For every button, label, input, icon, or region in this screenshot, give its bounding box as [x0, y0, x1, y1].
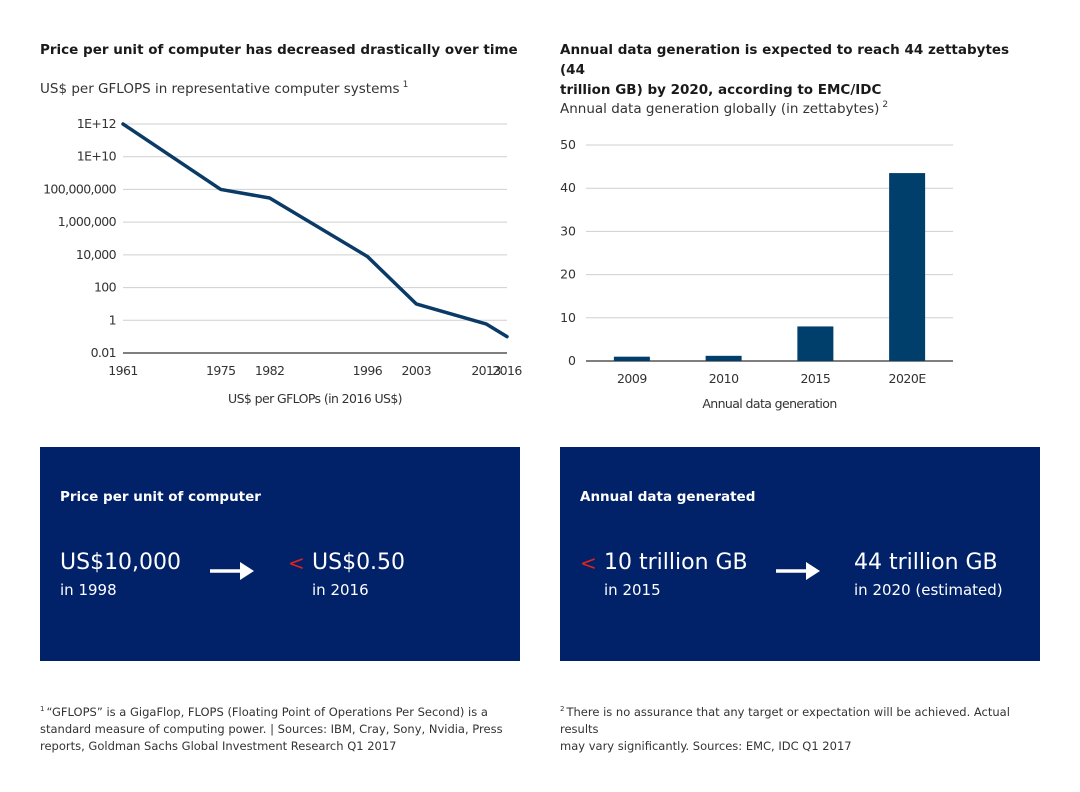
right-chart-title: Annual data generation is expected to re…	[560, 40, 1030, 100]
bar	[613, 356, 650, 361]
left-chart-footnote-mark: 1	[402, 80, 409, 90]
left-chart-subtitle-text: US$ per GFLOPS in representative compute…	[40, 81, 400, 97]
x-axis-label: Annual data generation	[702, 396, 836, 411]
left-footnote: 1 “GFLOPS” is a GigaFlop, FLOPS (Floating…	[40, 701, 520, 755]
y-tick-label: 10,000	[76, 247, 117, 262]
left-footnote-text-1: “GFLOPS” is a GigaFlop, FLOPS (Floating …	[46, 705, 488, 719]
x-tick-label: 2013	[471, 363, 500, 378]
x-tick-label: 2003	[402, 363, 431, 378]
right-chart-subtitle: Annual data generation globally (in zett…	[560, 100, 888, 117]
y-tick-label: 50	[560, 137, 576, 152]
x-tick-label: 1975	[206, 363, 235, 378]
price-line-chart: 0.01 1 100 10,000 1,000,000 100,000,000 1E+10 1…	[43, 116, 523, 406]
price-summary-panel: Price per unit of computer US$10,000 in …	[40, 447, 520, 661]
less-than-symbol: <	[580, 551, 597, 575]
bar	[705, 355, 742, 361]
x-tick-label: 2020E	[889, 371, 927, 386]
left-footnote-line1: 1 “GFLOPS” is a GigaFlop, FLOPS (Floating…	[40, 701, 520, 721]
price-from-value: US$10,000	[60, 550, 182, 575]
right-chart-title-line1: Annual data generation is expected to re…	[560, 42, 1010, 78]
data-summary-panel: Annual data generated < 10 trillion GB i…	[560, 447, 1040, 661]
right-footnote-text-1: There is no assurance that any target or…	[560, 705, 1010, 736]
price-to-label: in 2016	[312, 581, 369, 599]
data-from-label: in 2015	[604, 581, 661, 599]
price-from-label: in 1998	[60, 581, 117, 599]
y-tick-label: 1	[109, 312, 116, 327]
right-footnote-text-2: may vary significantly. Sources: EMC, ID…	[560, 739, 852, 753]
data-generation-bar-chart: 0 10 20 30 40 50 2009 2010 2015 2020E Annual data …	[560, 137, 953, 411]
y-tick-label: 20	[560, 267, 576, 282]
right-footnote: 2 There is no assurance that any target o…	[560, 701, 1040, 755]
bar	[889, 173, 926, 361]
data-panel-title: Annual data generated	[580, 489, 756, 505]
y-tick-label: 40	[560, 180, 576, 195]
right-chart-title-line2: trillion GB) by 2020, according to EMC/I…	[560, 82, 882, 98]
y-tick-label: 10	[560, 310, 576, 325]
bar	[797, 326, 834, 361]
left-footnote-mark: 1	[40, 705, 45, 713]
x-tick-label: 1961	[108, 363, 137, 378]
left-chart-subtitle: US$ per GFLOPS in representative compute…	[40, 80, 408, 97]
x-axis-label: US$ per GFLOPs (in 2016 US$)	[228, 391, 402, 406]
left-footnote-text-3: reports, Goldman Sachs Global Investment…	[40, 739, 397, 753]
price-panel-title: Price per unit of computer	[60, 489, 261, 505]
right-arrow-icon	[776, 562, 820, 580]
x-tick-label: 1996	[353, 363, 383, 378]
data-from-value: 10 trillion GB	[604, 550, 748, 575]
y-tick-label: 100	[94, 280, 117, 295]
x-tick-label: 1982	[255, 363, 284, 378]
left-footnote-text-2: standard measure of computing power. | S…	[40, 722, 503, 736]
right-chart-subtitle-text: Annual data generation globally (in zett…	[560, 101, 880, 117]
x-tick-label: 2015	[800, 371, 830, 386]
right-footnote-line1: 2 There is no assurance that any target o…	[560, 701, 1040, 738]
data-to-value: 44 trillion GB	[854, 550, 998, 575]
y-tick-label: 1E+10	[77, 149, 117, 164]
x-tick-label: 2009	[617, 371, 647, 386]
less-than-symbol: <	[288, 551, 305, 575]
y-tick-label: 0	[568, 353, 576, 368]
right-arrow-icon	[210, 562, 254, 580]
x-tick-label: 2016	[492, 363, 522, 378]
y-tick-label: 100,000,000	[43, 181, 117, 196]
x-tick-label: 2010	[709, 371, 739, 386]
y-tick-label: 1E+12	[77, 116, 116, 131]
price-to-value: US$0.50	[312, 550, 406, 575]
price-series-line	[121, 122, 509, 339]
data-to-label: in 2020 (estimated)	[854, 581, 1003, 599]
right-footnote-mark: 2	[560, 705, 565, 713]
right-chart-footnote-mark: 2	[882, 100, 889, 110]
y-tick-label: 0.01	[91, 345, 116, 360]
y-tick-label: 30	[560, 223, 576, 238]
y-tick-label: 1,000,000	[58, 214, 117, 229]
left-chart-title: Price per unit of computer has decreased…	[40, 42, 518, 58]
